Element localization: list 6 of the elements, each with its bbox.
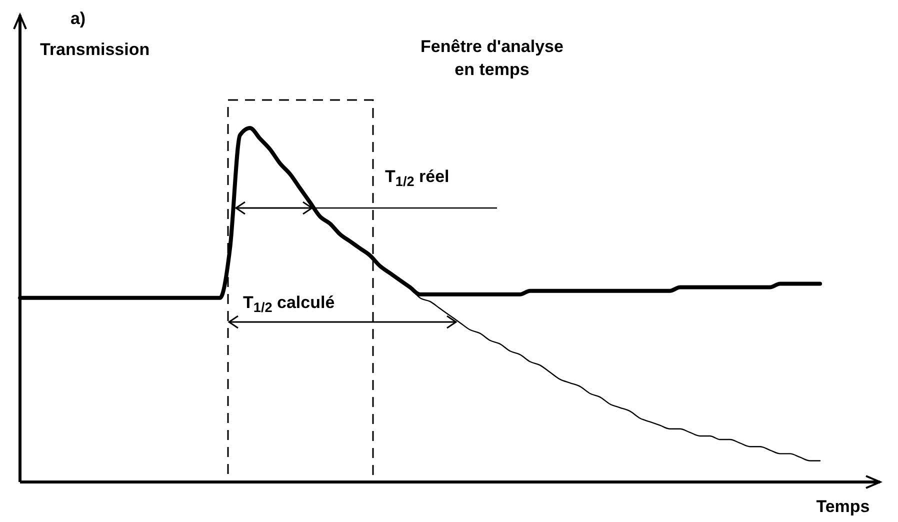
annotation: T$_{1/2}$ calculé — [243, 293, 335, 316]
y-axis-title: Transmission — [40, 40, 150, 59]
chart-title: a) — [70, 9, 86, 28]
annotation: T$_{1/2}$ réel — [385, 167, 450, 190]
text: Fenêtre d'analyse en temps — [420, 37, 564, 79]
x-axis-title: Temps — [816, 497, 870, 516]
